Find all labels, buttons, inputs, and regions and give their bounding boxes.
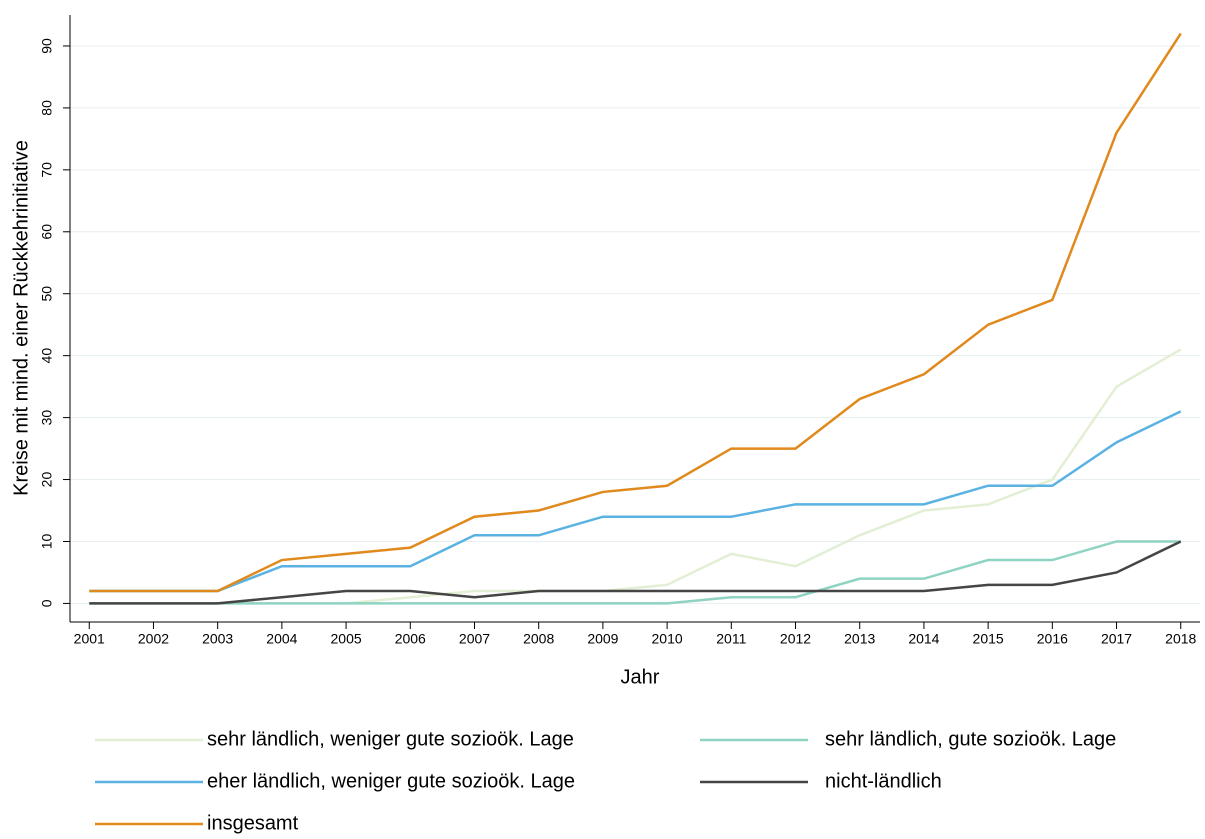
legend-label: insgesamt bbox=[207, 812, 299, 834]
x-tick-label: 2015 bbox=[973, 631, 1004, 647]
y-tick-label: 50 bbox=[39, 286, 55, 302]
x-tick-label: 2007 bbox=[459, 631, 490, 647]
x-tick-label: 2003 bbox=[202, 631, 233, 647]
legend-label: sehr ländlich, weniger gute sozioök. Lag… bbox=[207, 728, 574, 750]
series-line bbox=[89, 540, 1182, 605]
series-line bbox=[89, 540, 1181, 605]
x-tick-label: 2018 bbox=[1165, 631, 1196, 647]
x-tick-label: 2011 bbox=[716, 631, 746, 647]
y-axis-title: Kreise mit mind. einer Rückkehrinitiativ… bbox=[10, 140, 32, 496]
x-tick-label: 2016 bbox=[1037, 631, 1068, 647]
legend-label: nicht-ländlich bbox=[825, 770, 942, 792]
x-tick-label: 2006 bbox=[395, 631, 426, 647]
y-tick-label: 70 bbox=[39, 162, 55, 178]
legend-label: eher ländlich, weniger gute sozioök. Lag… bbox=[207, 770, 575, 792]
series-line bbox=[89, 348, 1182, 605]
legend-label: sehr ländlich, gute sozioök. Lage bbox=[825, 728, 1116, 750]
x-tick-label: 2013 bbox=[844, 631, 875, 647]
series-line bbox=[89, 410, 1182, 593]
y-tick-label: 0 bbox=[39, 599, 55, 607]
x-tick-label: 2001 bbox=[74, 631, 105, 647]
x-tick-label: 2008 bbox=[523, 631, 554, 647]
x-tick-label: 2004 bbox=[266, 631, 297, 647]
x-tick-label: 2005 bbox=[331, 631, 362, 647]
y-tick-label: 60 bbox=[39, 224, 55, 240]
x-tick-label: 2012 bbox=[780, 631, 811, 647]
x-tick-label: 2009 bbox=[587, 631, 618, 647]
y-tick-label: 80 bbox=[39, 100, 55, 116]
x-tick-label: 2010 bbox=[652, 631, 683, 647]
x-tick-label: 2017 bbox=[1101, 631, 1132, 647]
x-tick-label: 2002 bbox=[138, 631, 169, 647]
y-tick-label: 90 bbox=[39, 38, 55, 54]
y-tick-label: 30 bbox=[39, 410, 55, 426]
x-tick-label: 2014 bbox=[908, 631, 939, 647]
series-line bbox=[89, 32, 1182, 593]
y-tick-label: 20 bbox=[39, 472, 55, 488]
x-axis-title: Jahr bbox=[621, 666, 660, 688]
y-tick-label: 10 bbox=[39, 533, 55, 549]
y-tick-label: 40 bbox=[39, 348, 55, 364]
